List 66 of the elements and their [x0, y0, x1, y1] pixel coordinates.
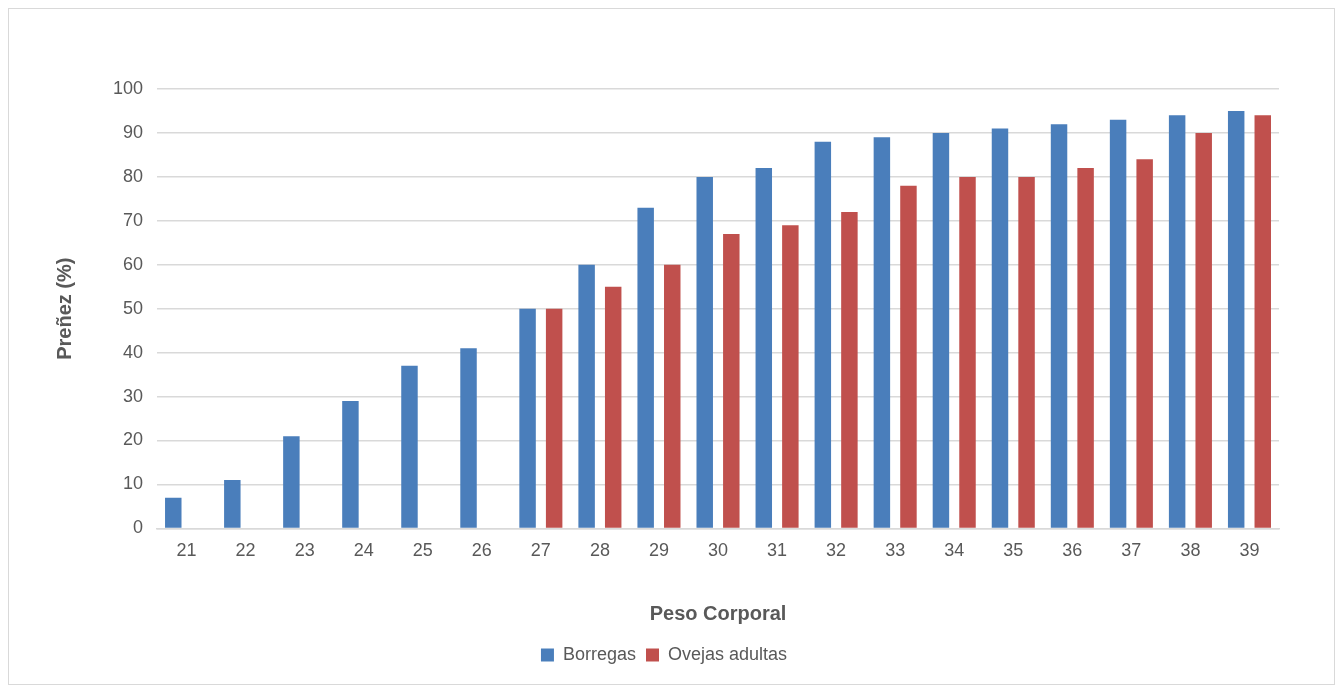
bar — [224, 480, 241, 528]
bar — [696, 176, 713, 528]
bar — [401, 365, 418, 528]
bar — [578, 264, 595, 528]
y-tick-label: 40 — [123, 341, 144, 362]
bar — [283, 436, 300, 528]
bar — [545, 308, 563, 528]
x-tick-label: 25 — [412, 540, 433, 561]
x-tick-label: 26 — [471, 540, 492, 561]
x-tick-label: 39 — [1239, 540, 1260, 561]
bar — [519, 308, 536, 528]
bar — [1018, 176, 1035, 528]
y-tick-label: 90 — [123, 121, 144, 142]
x-tick-label: 37 — [1121, 540, 1142, 561]
bar — [342, 400, 359, 528]
bar — [1136, 159, 1153, 528]
bar — [604, 286, 622, 528]
bar — [932, 132, 950, 528]
y-tick-label: 60 — [123, 253, 144, 274]
x-tick-label: 33 — [885, 540, 906, 561]
bar — [755, 168, 773, 528]
bar — [664, 264, 681, 528]
x-tick-label: 21 — [176, 540, 197, 561]
bar — [1254, 115, 1271, 528]
bar — [1168, 115, 1186, 528]
bar — [1195, 132, 1212, 528]
bar — [1109, 119, 1127, 528]
bar — [165, 497, 182, 528]
x-tick-label: 31 — [767, 540, 788, 561]
x-tick-label: 28 — [589, 540, 610, 561]
bar — [460, 348, 477, 528]
x-tick-label: 32 — [826, 540, 847, 561]
bar — [1077, 168, 1094, 528]
y-tick-label: 80 — [123, 165, 144, 186]
x-tick-label: 27 — [530, 540, 551, 561]
bar — [1050, 124, 1068, 528]
bar — [637, 207, 654, 528]
x-tick-label: 36 — [1062, 540, 1083, 561]
y-tick-label: 70 — [123, 209, 144, 230]
y-tick-label: 20 — [123, 429, 144, 450]
y-tick-label: 100 — [112, 77, 144, 98]
x-tick-label: 38 — [1180, 540, 1201, 561]
legend-label: Borregas — [562, 643, 636, 664]
x-tick-label: 34 — [944, 540, 965, 561]
x-tick-label: 35 — [1003, 540, 1024, 561]
legend-label: Ovejas adultas — [667, 643, 788, 664]
bar — [841, 212, 858, 528]
bar — [900, 185, 917, 528]
x-axis-title: Peso Corporal — [649, 601, 787, 624]
y-tick-label: 30 — [123, 385, 144, 406]
bar — [1227, 110, 1245, 528]
x-tick-label: 24 — [353, 540, 374, 561]
y-tick-label: 0 — [133, 517, 144, 538]
x-tick-label: 22 — [235, 540, 256, 561]
y-axis-title: Preñez (%) — [52, 257, 75, 360]
x-tick-label: 23 — [294, 540, 315, 561]
y-tick-label: 10 — [123, 473, 144, 494]
x-tick-label: 30 — [708, 540, 729, 561]
y-tick-label: 50 — [123, 297, 144, 318]
x-tick-label: 29 — [648, 540, 669, 561]
bar — [782, 225, 799, 528]
bar — [991, 128, 1009, 528]
bar — [959, 176, 976, 528]
bar — [873, 137, 891, 528]
bar — [723, 234, 740, 528]
bar — [814, 141, 832, 528]
